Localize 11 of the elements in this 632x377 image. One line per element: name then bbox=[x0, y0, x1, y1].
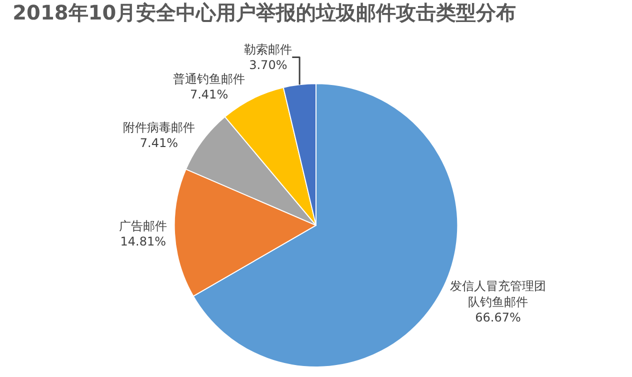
chart-title: 2018年10月安全中心用户举报的垃圾邮件攻击类型分布 bbox=[12, 0, 516, 25]
data-label: 7.41% bbox=[140, 136, 178, 150]
data-label: 7.41% bbox=[190, 88, 228, 102]
slice-label: 发信人冒充管理团队钓鱼邮件 bbox=[450, 279, 546, 309]
slice-label: 勒索邮件 bbox=[244, 42, 292, 56]
data-label: 66.67% bbox=[475, 310, 521, 324]
data-label: 14.81% bbox=[120, 234, 166, 248]
slice-label: 普通钓鱼邮件 bbox=[173, 72, 246, 86]
slice-label: 广告邮件 bbox=[119, 218, 168, 233]
data-label: 3.70% bbox=[249, 58, 288, 72]
slice-label: 附件病毒邮件 bbox=[122, 120, 195, 135]
